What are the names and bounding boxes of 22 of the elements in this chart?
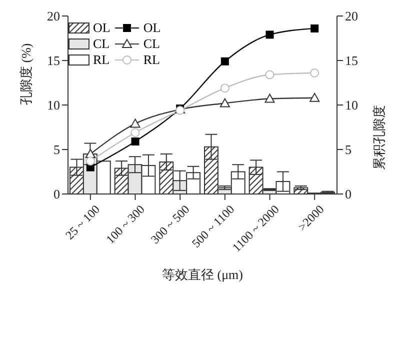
y2-tick-label: 15 (345, 53, 358, 68)
legend-label: OL (143, 20, 161, 36)
y-tick-label: 10 (47, 98, 60, 113)
y-tick-label: 15 (47, 53, 60, 68)
legend-label: RL (93, 52, 110, 68)
y-axis-title: 孔隙度 (%) (18, 43, 34, 105)
y2-tick-label: 5 (345, 142, 352, 158)
legend-label: CL (143, 36, 160, 52)
y2-axis-title: 累积孔隙度 (372, 105, 387, 170)
y-tick-label: 0 (54, 186, 60, 202)
legend-label: CL (93, 36, 110, 52)
legend-label: RL (143, 52, 160, 68)
x-tick-label: 100 ~ 300 (103, 202, 148, 246)
y2-tick-label: 10 (345, 98, 358, 113)
x-axis-title: 等效直径 (μm) (162, 267, 243, 282)
x-tick-label: 300 ~ 500 (148, 202, 192, 246)
y-tick-label: 5 (54, 142, 60, 158)
legend-label: OL (93, 20, 110, 36)
y2-tick-label: 0 (345, 186, 352, 202)
y2-tick-label: 20 (345, 8, 358, 24)
x-tick-label: 25 ~ 100 (62, 202, 103, 242)
y-tick-label: 20 (47, 8, 60, 24)
